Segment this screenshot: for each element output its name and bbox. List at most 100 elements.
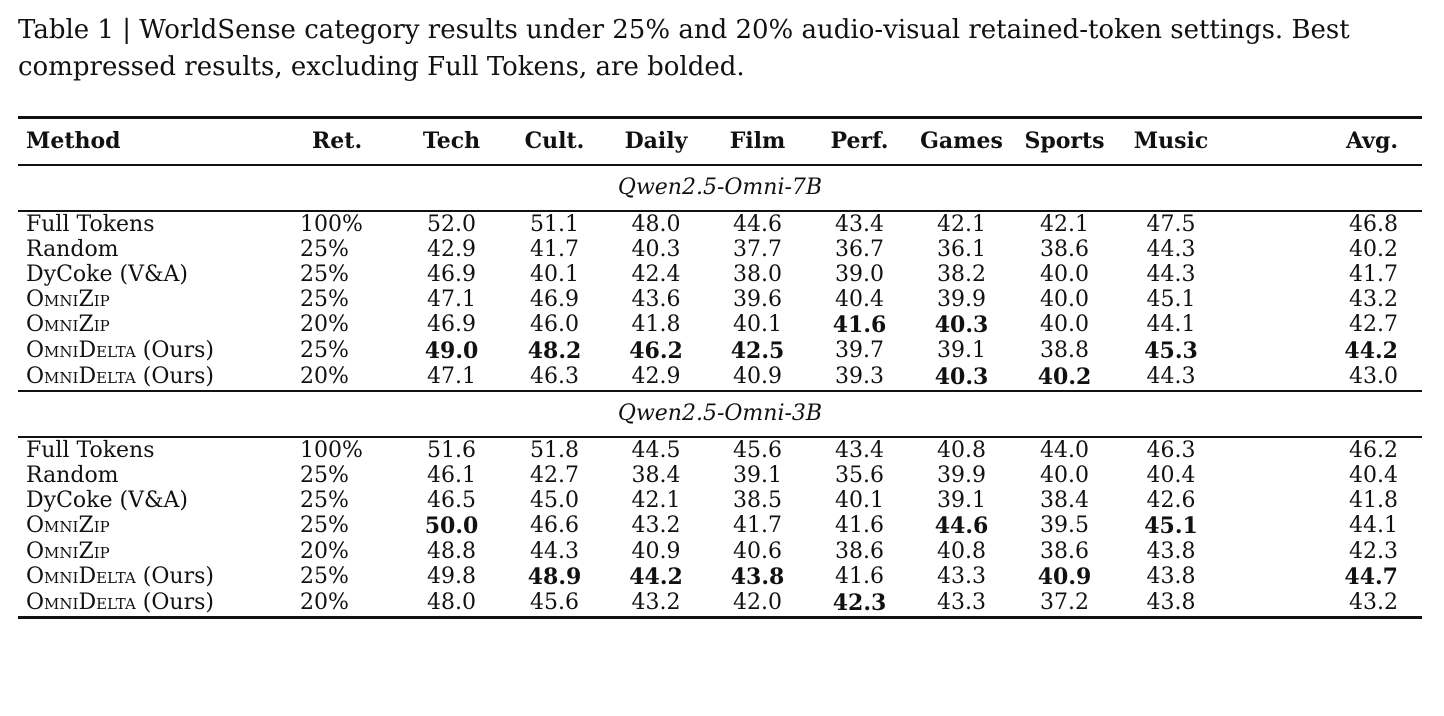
method-name: OmniDelta [26,564,136,589]
method-cell: Full Tokens [18,437,288,463]
results-table: Method Ret. Tech Cult. Daily Film Perf. … [18,116,1422,619]
cell-music: 42.6 [1146,487,1196,513]
group-title: Qwen2.5-Omni-7B [617,175,823,200]
cell-daily: 48.0 [631,211,681,237]
cell-ret: 25% [300,564,349,589]
column-header-ret: Ret. [312,128,363,155]
column-header-perf: Perf. [830,128,889,155]
cell-daily: 42.4 [631,261,681,287]
cell-film: 42.5 [730,337,785,364]
method-cell: Random [18,237,288,262]
cell-tech: 46.9 [427,312,476,337]
cell-cult: 44.3 [530,538,579,564]
method-name: OmniZip [26,312,110,337]
method-name: DyCoke (V&A) [26,261,189,287]
cell-tech: 42.9 [427,236,476,262]
table-row: Random 25% 46.1 42.7 38.4 39.1 35.6 39.9 40.0 40.… [18,463,1422,488]
cell-cult: 46.3 [530,364,579,389]
cell-perf: 40.1 [835,487,884,513]
cell-daily: 40.9 [631,538,681,564]
method-cell: OmniZip [18,513,288,539]
cell-daily: 40.3 [631,236,681,262]
cell-sports: 37.2 [1040,590,1089,615]
method-cell: Random [18,463,288,488]
table-row: Full Tokens 100% 52.0 51.1 48.0 44.6 43.4 42.1 4… [18,210,1422,237]
cell-ret: 20% [300,538,349,564]
cell-avg: 43.2 [1349,286,1398,312]
cell-sports: 38.6 [1040,236,1089,262]
cell-film: 38.5 [733,487,782,513]
cell-music: 45.3 [1144,337,1198,364]
table-row: OmniDelta (Ours) 25% 49.0 48.2 46.2 42.5 39.7 3… [18,338,1422,364]
cell-sports: 44.0 [1040,437,1089,463]
cell-cult: 46.6 [530,513,579,538]
cell-perf: 38.6 [835,538,884,564]
method-cell: OmniZip [18,312,288,338]
cell-music: 47.5 [1146,211,1196,237]
cell-ret: 25% [300,236,349,262]
cell-film: 41.7 [733,513,782,538]
cell-games: 39.1 [937,487,986,513]
cell-music: 45.1 [1144,512,1198,539]
group-header-row: Qwen2.5-Omni-7B [18,164,1422,211]
cell-sports: 38.6 [1040,538,1089,564]
cell-tech: 46.9 [427,261,476,287]
method-cell: OmniDelta (Ours) [18,338,288,364]
cell-ret: 25% [300,513,349,538]
method-name: OmniZip [26,286,110,312]
cell-film: 43.8 [730,563,785,590]
cell-ret: 100% [300,437,363,463]
cell-perf: 43.4 [835,437,884,463]
cell-music: 44.3 [1146,364,1196,389]
cell-tech: 51.6 [427,437,476,463]
table-body: Qwen2.5-Omni-7B Full Tokens 100% 52.0 51.1 48… [18,164,1422,617]
cell-cult: 45.0 [530,487,579,513]
cell-avg: 46.8 [1349,211,1398,237]
cell-ret: 20% [300,312,349,337]
cell-games: 40.8 [937,437,986,463]
cell-games: 39.1 [937,338,986,363]
cell-film: 40.9 [733,364,782,389]
cell-ret: 25% [300,261,349,287]
table-row: OmniZip 20% 46.9 46.0 41.8 40.1 41.6 40.3 40.0 44… [18,312,1422,338]
group-title: Qwen2.5-Omni-3B [617,401,823,426]
cell-perf: 42.3 [832,589,887,616]
column-header-method: Method [26,128,121,155]
cell-sports: 40.0 [1040,462,1089,488]
table-row: OmniZip 25% 47.1 46.9 43.6 39.6 40.4 39.9 40.0 45… [18,287,1422,312]
cell-film: 37.7 [733,236,782,262]
cell-perf: 41.6 [835,513,884,538]
header-row: Method Ret. Tech Cult. Daily Film Perf. … [18,117,1422,165]
cell-perf: 40.4 [835,286,884,312]
table-row: DyCoke (V&A) 25% 46.5 45.0 42.1 38.5 40.1 39.1 3… [18,488,1422,513]
method-name: DyCoke (V&A) [26,487,189,513]
column-header-daily: Daily [624,128,688,155]
cell-games: 43.3 [937,590,986,615]
cell-music: 44.1 [1146,312,1196,337]
cell-cult: 46.0 [530,312,579,337]
method-cell: OmniDelta (Ours) [18,564,288,590]
cell-avg: 40.4 [1349,462,1398,488]
cell-sports: 40.0 [1040,312,1089,337]
cell-avg: 42.3 [1349,538,1398,564]
cell-tech: 49.8 [427,564,476,589]
cell-games: 40.3 [934,363,989,390]
method-name: OmniZip [26,513,110,538]
method-name: OmniDelta [26,338,136,363]
cell-avg: 44.7 [1344,563,1398,590]
method-name: Random [26,236,119,262]
method-suffix: (Ours) [135,590,214,615]
cell-tech: 47.1 [427,364,476,389]
cell-avg: 46.2 [1349,437,1398,463]
cell-avg: 43.0 [1349,364,1398,389]
cell-daily: 43.2 [631,590,681,615]
cell-avg: 40.2 [1349,236,1398,262]
cell-perf: 41.6 [832,311,887,338]
cell-perf: 39.0 [835,261,884,287]
cell-perf: 39.3 [835,364,884,389]
cell-ret: 25% [300,286,349,312]
table-caption: Table 1 | WorldSense category results un… [18,15,1350,82]
cell-tech: 47.1 [427,286,476,312]
cell-music: 45.1 [1146,286,1196,312]
cell-avg: 44.2 [1344,337,1398,364]
